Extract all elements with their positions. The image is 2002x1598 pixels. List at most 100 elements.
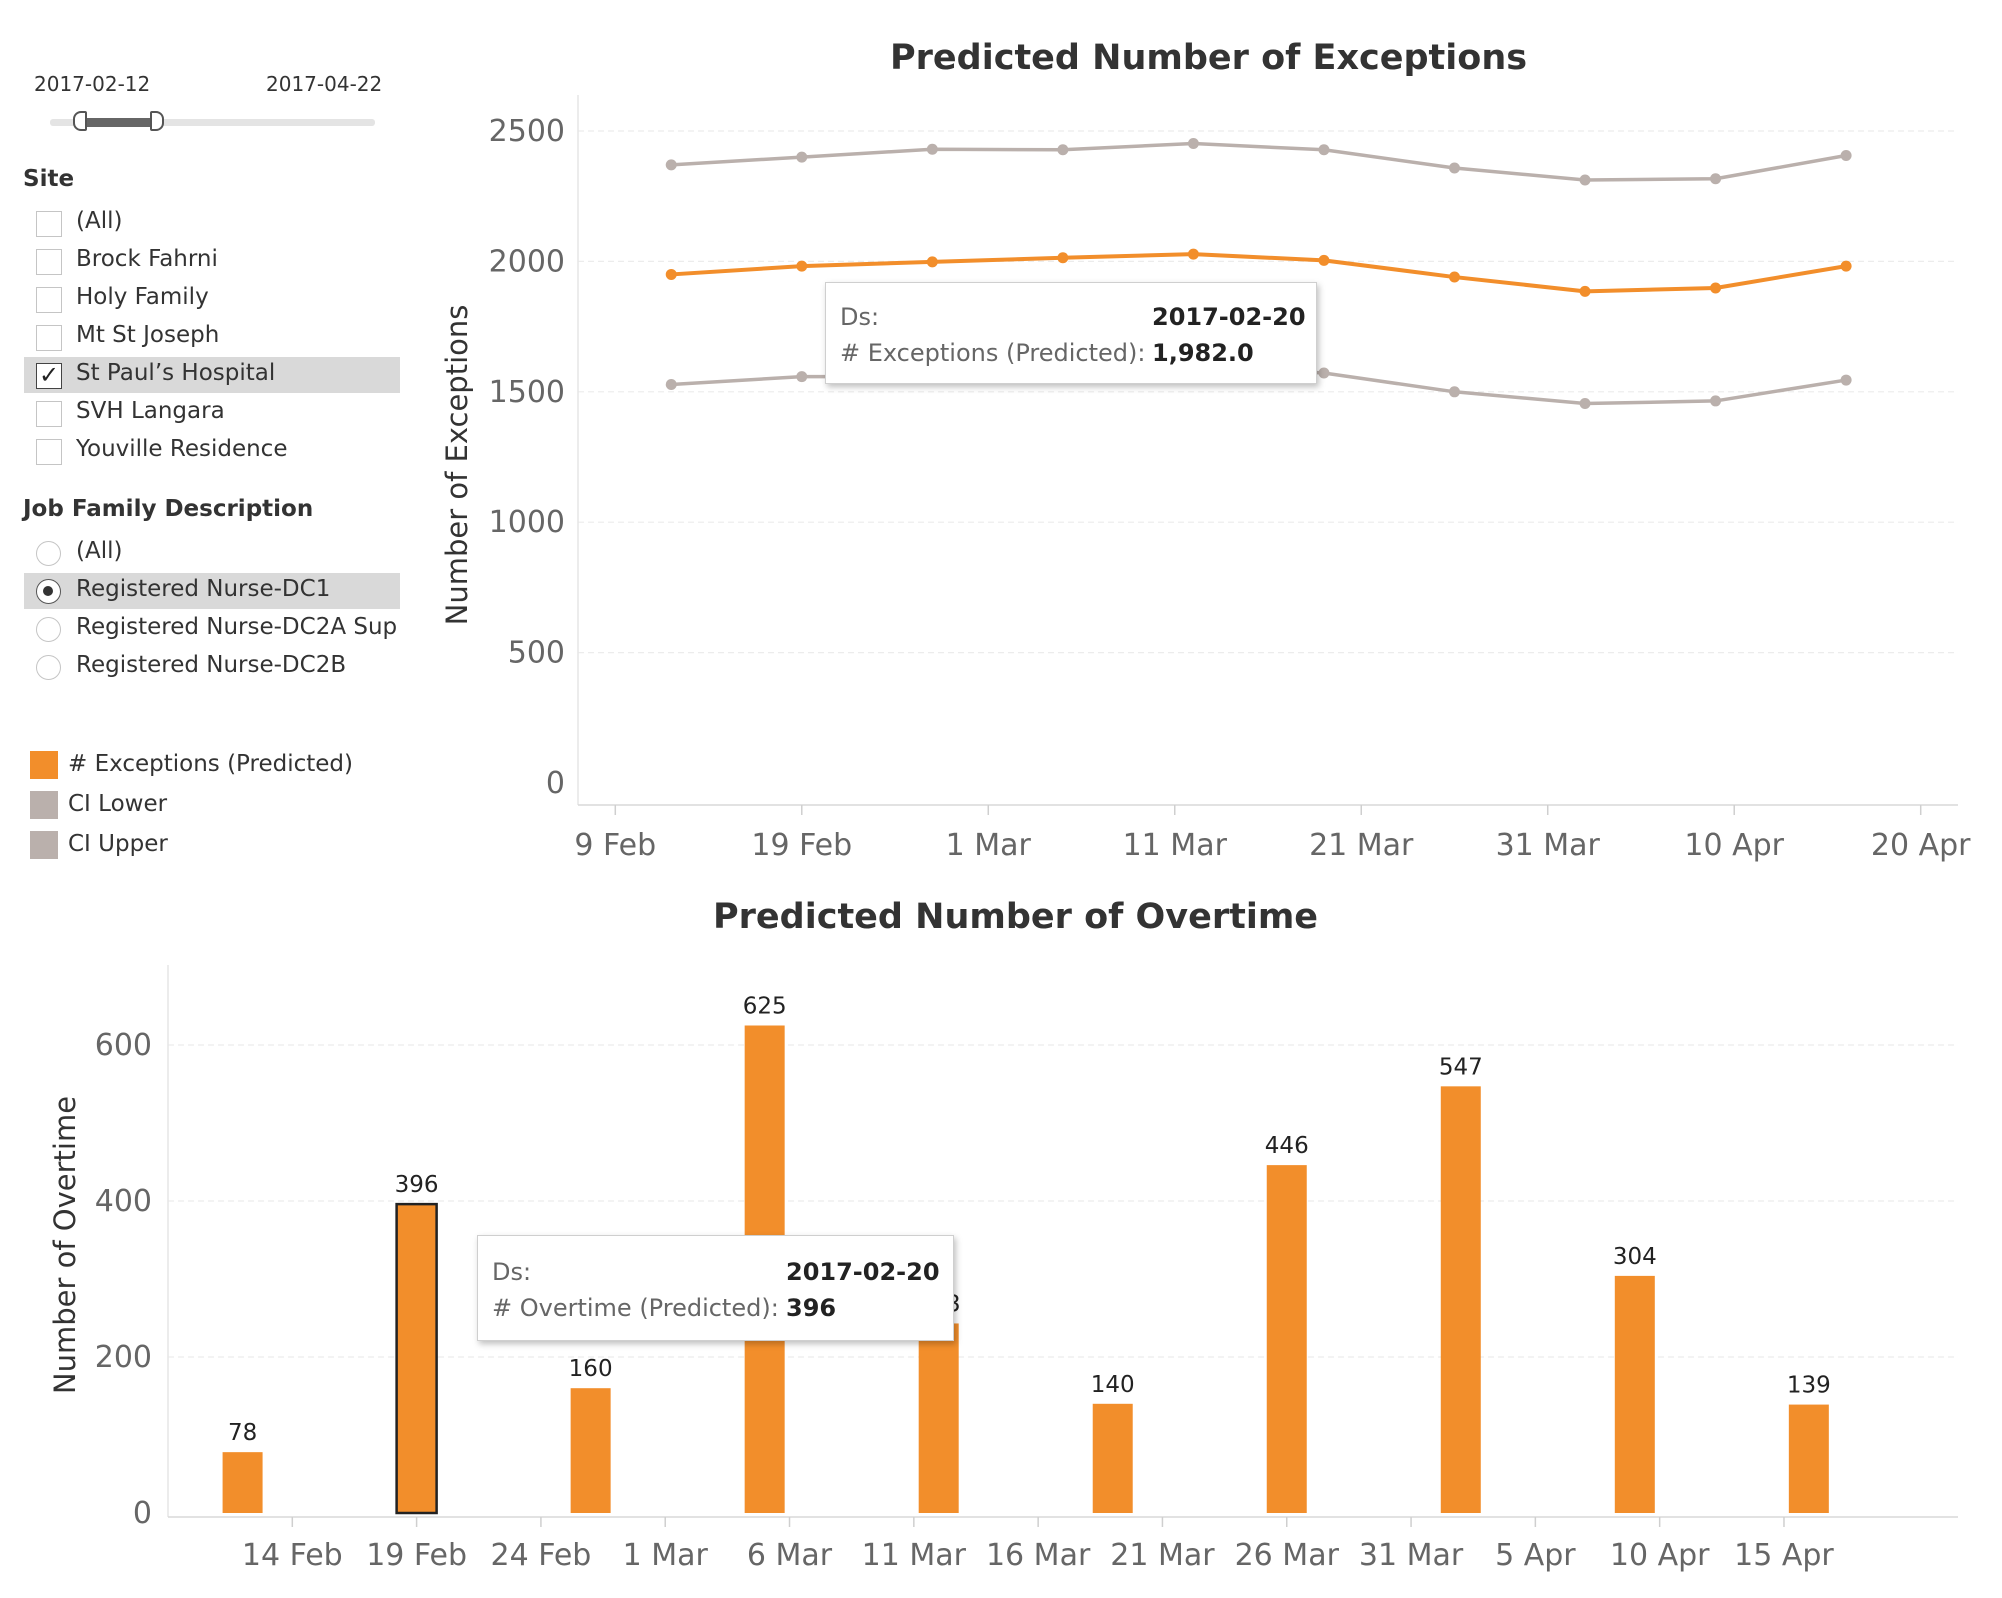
x-tick-label: 31 Mar (1359, 1538, 1464, 1573)
point-ci-upper (926, 143, 938, 155)
job-option-rn-dc1[interactable]: Registered Nurse-DC1 (24, 573, 400, 609)
date-range-end-handle[interactable] (150, 111, 164, 131)
exceptions-line-chart: 0 500 1000 1500 2000 2500 9 Feb 19 Feb 1 Mar 11 M… (440, 95, 1971, 863)
point-ci-lower (1579, 398, 1591, 410)
x-tick-label: 9 Feb (574, 828, 656, 863)
checkbox[interactable] (36, 287, 62, 313)
tooltip-ds-value: 2017-02-20 (1152, 303, 1306, 331)
checkbox[interactable] (36, 325, 62, 351)
tooltip-measure-value: 1,982.0 (1152, 339, 1254, 367)
bar (570, 1388, 611, 1513)
data-label: 446 (1265, 1133, 1309, 1159)
x-tick-label: 19 Feb (366, 1538, 467, 1573)
radio-button[interactable] (36, 617, 61, 642)
overtime-chart-title: Predicted Number of Overtime (713, 897, 1319, 937)
point-predicted (926, 256, 938, 268)
point-predicted (796, 260, 808, 272)
tooltip-ds-value: 2017-02-20 (786, 1258, 940, 1286)
checkbox[interactable] (36, 249, 62, 275)
site-option-mt-st-joseph[interactable]: Mt St Joseph (24, 319, 400, 355)
series-line-ci-upper (671, 141, 1847, 182)
exceptions-chart-title: Predicted Number of Exceptions (890, 38, 1528, 78)
bar (918, 1323, 959, 1513)
x-tick-label: 11 Mar (1123, 828, 1228, 863)
y-axis-title: Number of Exceptions (440, 305, 474, 626)
x-tick-label: 19 Feb (751, 828, 852, 863)
checkbox-checked[interactable]: ✓ (36, 363, 62, 389)
data-label: 78 (228, 1420, 257, 1446)
y-tick-label: 1500 (489, 375, 565, 410)
tooltip-ds-key: Ds: (840, 303, 880, 331)
point-ci-lower (665, 378, 677, 390)
bar (1092, 1403, 1133, 1513)
x-tick-label: 16 Mar (986, 1538, 1091, 1573)
point-predicted (1579, 285, 1591, 297)
filter-sidebar: 2017-02-12 2017-04-22 Site (All) Brock F… (0, 0, 410, 880)
tooltip-measure-value: 396 (786, 1294, 837, 1322)
site-option-brock-fahrni[interactable]: Brock Fahrni (24, 243, 400, 279)
y-axis-title: Number of Overtime (48, 1096, 82, 1394)
point-ci-upper (1318, 144, 1330, 156)
x-tick-label: 6 Mar (747, 1538, 833, 1573)
site-option-label: (All) (76, 208, 123, 234)
job-filter-title: Job Family Description (23, 496, 314, 522)
x-tick-label: 10 Apr (1610, 1538, 1710, 1573)
point-predicted (1710, 282, 1722, 294)
y-tick-label: 1000 (489, 505, 565, 540)
site-option-svh-langara[interactable]: SVH Langara (24, 395, 400, 431)
legend-swatch (30, 831, 58, 859)
x-tick-label: 1 Mar (946, 828, 1032, 863)
job-option-label: Registered Nurse-DC2A Sup (76, 614, 398, 640)
data-label: 625 (743, 994, 787, 1020)
radio-button[interactable] (36, 541, 61, 566)
x-tick-label: 11 Mar (862, 1538, 967, 1573)
date-range-end: 2017-04-22 (266, 72, 383, 96)
site-option-label: Youville Residence (76, 436, 288, 462)
job-option-rn-dc2b[interactable]: Registered Nurse-DC2B (24, 649, 400, 685)
job-option-all[interactable]: (All) (24, 535, 400, 571)
exceptions-tooltip: Ds: 2017-02-20 # Exceptions (Predicted):… (825, 282, 1317, 384)
x-tick-label: 20 Apr (1871, 828, 1971, 863)
bar (1788, 1404, 1829, 1513)
x-tick-label: 21 Mar (1110, 1538, 1215, 1573)
site-option-all[interactable]: (All) (24, 205, 400, 241)
date-range-selected-band (80, 118, 158, 127)
data-label: 396 (395, 1172, 439, 1198)
point-predicted (665, 268, 677, 280)
y-tick-label: 2500 (489, 114, 565, 149)
x-tick-label: 31 Mar (1496, 828, 1601, 863)
date-range-start: 2017-02-12 (34, 72, 151, 96)
checkbox[interactable] (36, 439, 62, 465)
data-label: 160 (569, 1356, 613, 1382)
bar (1266, 1165, 1307, 1513)
point-predicted (1057, 252, 1069, 264)
date-range-slider[interactable] (50, 119, 375, 126)
bar (1440, 1086, 1481, 1513)
date-range-start-handle[interactable] (73, 111, 87, 131)
checkbox[interactable] (36, 401, 62, 427)
legend-swatch (30, 791, 58, 819)
checkbox[interactable] (36, 211, 62, 237)
site-option-st-pauls-hospital[interactable]: ✓ St Paul’s Hospital (24, 357, 400, 393)
x-tick-label: 5 Apr (1495, 1538, 1576, 1573)
y-tick-label: 500 (508, 636, 565, 671)
job-option-label: Registered Nurse-DC2B (76, 652, 347, 678)
job-option-rn-dc2a-sup[interactable]: Registered Nurse-DC2A Sup (24, 611, 400, 647)
point-ci-upper (796, 151, 808, 163)
site-option-holy-family[interactable]: Holy Family (24, 281, 400, 317)
radio-button[interactable] (36, 655, 61, 680)
site-option-youville-residence[interactable]: Youville Residence (24, 433, 400, 469)
point-predicted (1187, 248, 1199, 260)
point-ci-lower (796, 371, 808, 383)
site-option-label: Brock Fahrni (76, 246, 218, 272)
job-option-label: (All) (76, 538, 123, 564)
x-tick-label: 10 Apr (1684, 828, 1784, 863)
x-tick-label: 21 Mar (1309, 828, 1414, 863)
x-tick-label: 26 Mar (1235, 1538, 1340, 1573)
point-ci-lower (1448, 386, 1460, 398)
radio-button-selected[interactable] (36, 579, 61, 604)
point-predicted (1840, 260, 1852, 272)
x-tick-label: 1 Mar (623, 1538, 709, 1573)
point-ci-lower (1318, 367, 1330, 379)
point-predicted (1448, 271, 1460, 283)
